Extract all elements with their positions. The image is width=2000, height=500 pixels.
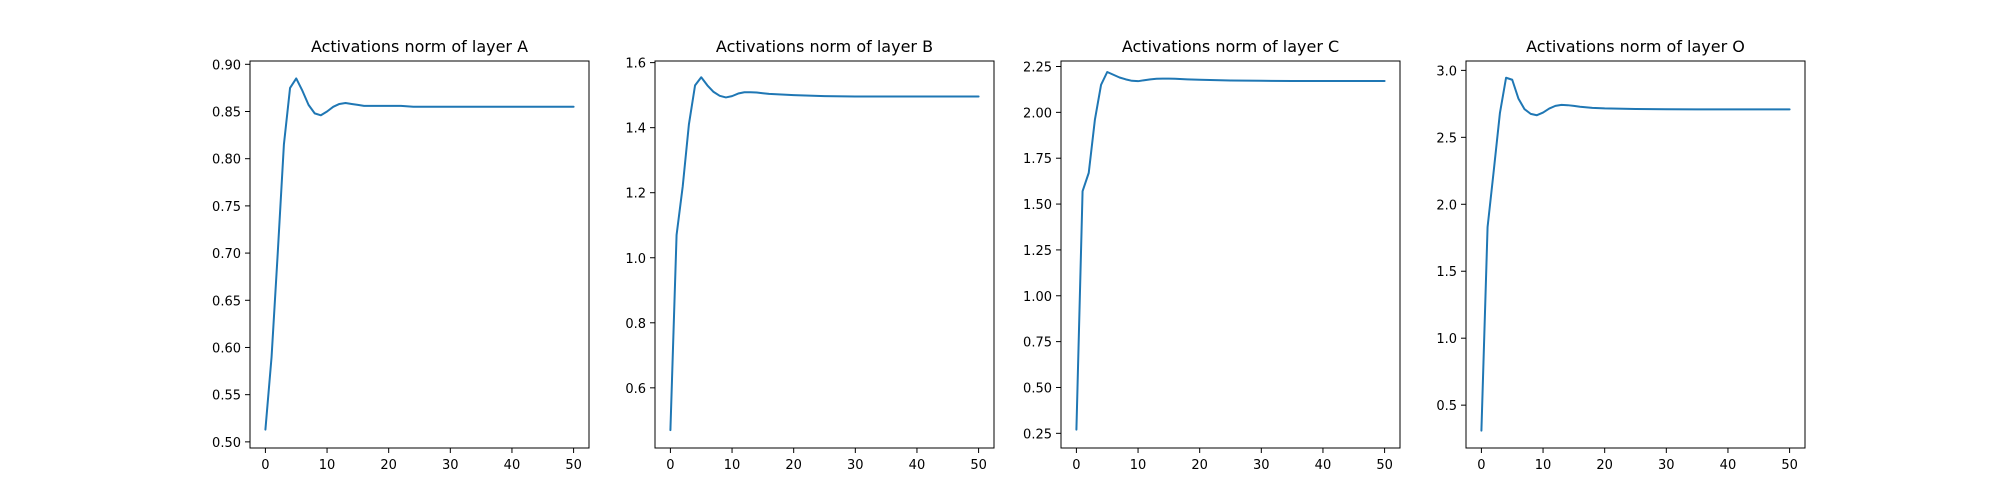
plot-frame: [1061, 61, 1400, 448]
series-line: [670, 77, 978, 430]
y-tick-label: 1.00: [1023, 290, 1052, 305]
y-tick-label: 0.50: [1023, 381, 1052, 396]
y-tick-label: 0.50: [212, 436, 241, 451]
y-tick-label: 0.25: [1023, 427, 1052, 442]
plot-frame: [250, 61, 589, 448]
y-tick-label: 1.25: [1023, 244, 1052, 259]
chart-title: Activations norm of layer A: [311, 37, 528, 56]
x-tick-label: 10: [319, 458, 336, 473]
y-tick-label: 3.0: [1436, 64, 1457, 79]
chart-title: Activations norm of layer C: [1122, 37, 1339, 56]
y-tick-label: 0.70: [212, 247, 241, 262]
series-line: [1481, 78, 1789, 431]
y-tick-label: 0.75: [1023, 336, 1052, 351]
x-tick-label: 10: [724, 458, 741, 473]
y-tick-label: 0.60: [212, 341, 241, 356]
x-tick-label: 0: [261, 458, 269, 473]
y-tick-label: 0.8: [625, 317, 646, 332]
chart-panel-2: Activations norm of layer C 0 10 20 30 40 50 0.…: [1023, 37, 1400, 473]
y-tick-label: 0.80: [212, 153, 241, 168]
y-tick-label: 0.90: [212, 58, 241, 73]
y-tick-label: 1.5: [1436, 265, 1457, 280]
x-tick-label: 10: [1535, 458, 1552, 473]
y-tick-label: 1.75: [1023, 152, 1052, 167]
y-tick-label: 0.6: [625, 382, 646, 397]
x-tick-label: 40: [1720, 458, 1737, 473]
x-tick-label: 20: [380, 458, 397, 473]
y-tick-label: 0.5: [1436, 399, 1457, 414]
y-tick-label: 0.65: [212, 294, 241, 309]
x-tick-label: 30: [1658, 458, 1675, 473]
chart-title: Activations norm of layer B: [716, 37, 933, 56]
y-tick-label: 1.4: [625, 122, 646, 137]
y-tick-label: 2.00: [1023, 106, 1052, 121]
y-tick-label: 0.85: [212, 105, 241, 120]
x-tick-label: 30: [1253, 458, 1270, 473]
chart-title: Activations norm of layer O: [1526, 37, 1745, 56]
x-tick-label: 0: [666, 458, 674, 473]
x-tick-label: 40: [1315, 458, 1332, 473]
y-tick-label: 1.6: [625, 57, 646, 72]
x-tick-label: 50: [565, 458, 582, 473]
x-tick-label: 50: [970, 458, 987, 473]
y-tick-label: 2.25: [1023, 61, 1052, 76]
x-tick-label: 20: [1191, 458, 1208, 473]
plot-frame: [655, 61, 994, 448]
y-tick-label: 2.0: [1436, 198, 1457, 213]
y-tick-label: 2.5: [1436, 131, 1457, 146]
x-tick-label: 20: [785, 458, 802, 473]
x-tick-label: 40: [504, 458, 521, 473]
chart-panel-3: Activations norm of layer O 0 10 20 30 40 50 0.…: [1436, 37, 1805, 473]
x-tick-label: 30: [847, 458, 864, 473]
x-tick-label: 40: [909, 458, 926, 473]
x-tick-label: 30: [442, 458, 459, 473]
x-tick-label: 20: [1596, 458, 1613, 473]
x-tick-label: 10: [1130, 458, 1147, 473]
series-line: [1076, 72, 1384, 430]
y-tick-label: 0.75: [212, 200, 241, 215]
x-tick-label: 50: [1781, 458, 1798, 473]
y-tick-label: 1.50: [1023, 198, 1052, 213]
series-line: [265, 78, 573, 429]
plot-frame: [1466, 61, 1805, 448]
x-tick-label: 0: [1477, 458, 1485, 473]
x-tick-label: 50: [1376, 458, 1393, 473]
y-tick-label: 0.55: [212, 389, 241, 404]
y-tick-label: 1.2: [625, 187, 646, 202]
chart-panel-0: Activations norm of layer A 0 10 20 30 40 50 0.…: [212, 37, 589, 473]
y-tick-label: 1.0: [1436, 332, 1457, 347]
x-tick-label: 0: [1072, 458, 1080, 473]
chart-panel-1: Activations norm of layer B 0 10 20 30 40 50 0.…: [625, 37, 994, 473]
y-tick-label: 1.0: [625, 252, 646, 267]
